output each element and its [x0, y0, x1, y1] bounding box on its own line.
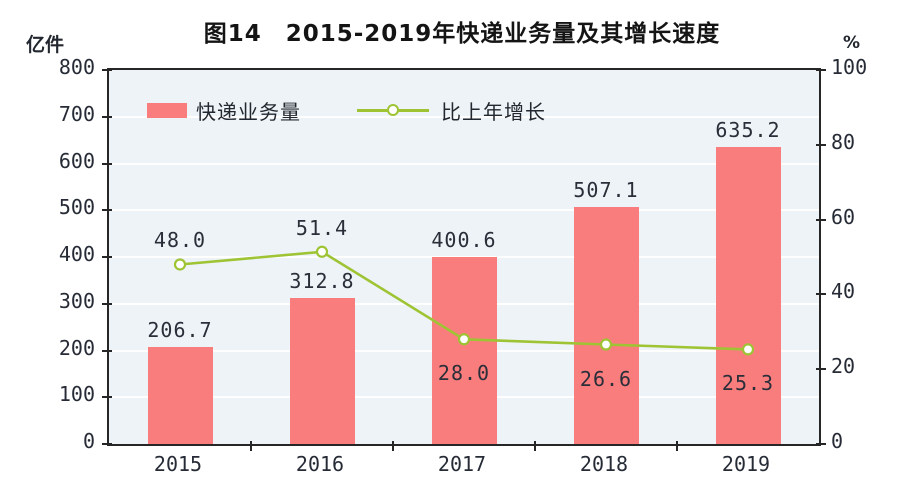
- legend-bar-label: 快递业务量: [196, 99, 301, 124]
- x-axis-category-label: 2016: [295, 452, 345, 476]
- gridline: [109, 209, 819, 212]
- line-marker-2019: [741, 343, 755, 356]
- x-axis-category-label: 2015: [153, 452, 203, 476]
- line-value-label: 26.6: [579, 366, 633, 391]
- chart-title: 图14 2015-2019年快递业务量及其增长速度: [203, 21, 721, 47]
- left-axis-tick-label: 400: [58, 242, 95, 266]
- left-axis-unit-label: 亿件: [26, 34, 65, 56]
- bar-value-label: 507.1: [573, 177, 639, 202]
- x-axis-tick: [534, 441, 536, 451]
- plot-area: 206.7 312.8 400.6 507.1 635.2 48.0 51.4 28.0 26.…: [102, 68, 826, 451]
- x-axis-category-label: 2018: [579, 452, 629, 476]
- bar-value-label: 312.8: [289, 268, 355, 293]
- line-value-label: 25.3: [721, 371, 775, 396]
- left-axis-tick-label: 200: [58, 335, 95, 360]
- left-axis-tick-label: 500: [58, 195, 95, 220]
- right-axis-tick-label: 100: [831, 55, 868, 79]
- bar-2016: [289, 297, 355, 444]
- line-value-label: 28.0: [437, 361, 491, 386]
- legend-line-swatch: [357, 102, 429, 118]
- left-axis-tick-label: 100: [58, 382, 95, 407]
- left-axis-tick-label: 800: [58, 55, 95, 79]
- left-axis-tick: [102, 302, 112, 305]
- bar-value-label: 400.6: [431, 227, 497, 252]
- legend-bar-swatch: [147, 102, 187, 118]
- left-axis-tick: [102, 256, 112, 258]
- right-axis-tick: [816, 293, 826, 296]
- right-axis-tick: [816, 143, 826, 146]
- x-axis-category-label: 2019: [721, 452, 771, 476]
- growth-line-layer: [173, 245, 755, 356]
- line-marker-2016: [315, 245, 329, 258]
- left-axis-tick-label: 700: [58, 101, 95, 126]
- right-axis-tick: [816, 69, 826, 71]
- line-marker-2015: [173, 258, 187, 271]
- right-axis-unit-label: %: [843, 33, 861, 53]
- line-value-label: 51.4: [295, 215, 349, 240]
- bar-2018: [573, 206, 639, 444]
- left-axis-tick: [102, 115, 112, 118]
- left-axis-tick-label: 600: [58, 148, 95, 173]
- gridline: [109, 162, 819, 165]
- right-axis-tick-label: 40: [831, 279, 856, 304]
- left-axis-tick: [102, 396, 112, 399]
- left-axis-tick: [102, 349, 112, 352]
- legend-line-label: 比上年增长: [441, 99, 546, 124]
- right-axis-tick-label: 20: [831, 354, 856, 379]
- bar-value-label: 206.7: [147, 318, 213, 343]
- x-axis-tick: [676, 441, 678, 451]
- x-axis-tick: [392, 441, 394, 451]
- left-axis-tick: [102, 209, 112, 212]
- legend: 快递业务量 比上年增长: [147, 99, 546, 124]
- line-value-label: 48.0: [153, 228, 207, 253]
- right-axis-tick-label: 80: [831, 129, 856, 154]
- bar-2019: [715, 147, 781, 444]
- x-axis-category-label: 2017: [437, 452, 487, 476]
- line-marker-2017: [457, 333, 471, 346]
- bar-2017: [431, 256, 497, 444]
- left-axis-tick-label: 300: [58, 288, 95, 313]
- right-axis-tick: [816, 218, 826, 221]
- bar-2015: [147, 347, 213, 444]
- legend-line-marker-icon: [387, 104, 399, 116]
- bar-value-label: 635.2: [715, 118, 781, 143]
- right-axis-tick: [816, 443, 826, 445]
- right-axis-tick: [816, 368, 826, 371]
- left-axis-tick: [102, 443, 112, 445]
- left-axis-tick: [102, 69, 112, 71]
- left-axis-tick-label: 0: [82, 429, 95, 453]
- left-axis-tick: [102, 162, 112, 165]
- x-axis-tick: [250, 441, 252, 451]
- right-axis-tick-label: 0: [831, 429, 844, 453]
- right-axis-tick-label: 60: [831, 204, 856, 229]
- gridline: [109, 115, 819, 118]
- line-marker-2018: [599, 338, 613, 351]
